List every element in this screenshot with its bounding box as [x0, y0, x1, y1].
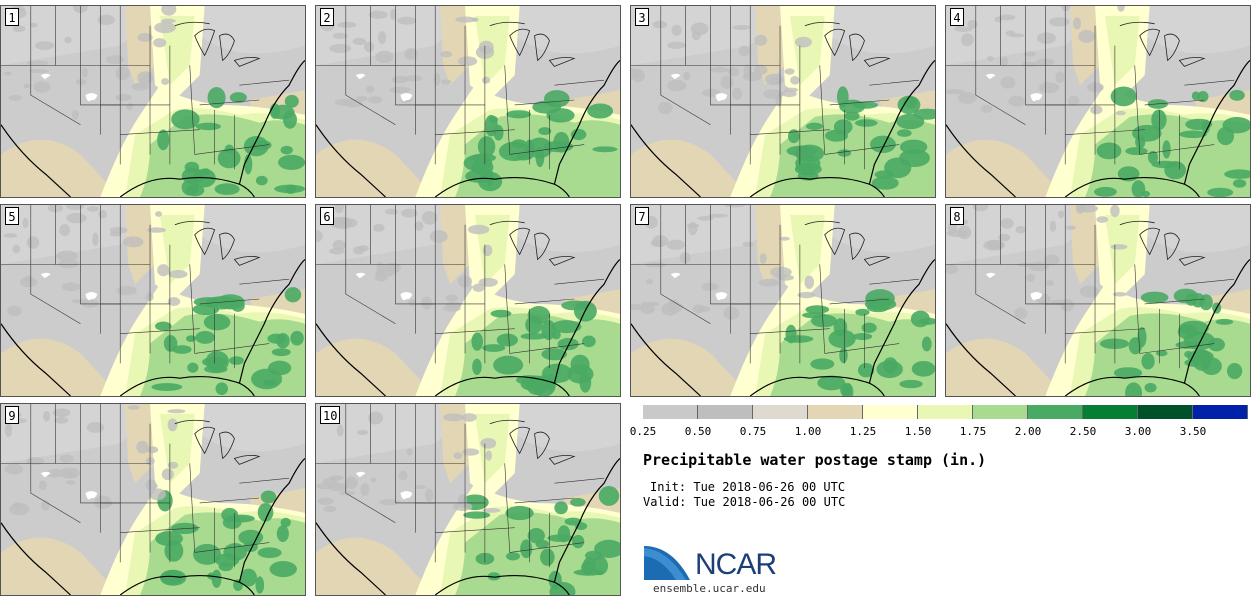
- ncar-logo-text: NCAR: [695, 548, 777, 581]
- colorbar-segment: [1028, 405, 1083, 419]
- chart-title: Precipitable water postage stamp (in.): [643, 451, 987, 469]
- colorbar-segment: [753, 405, 808, 419]
- colorbar-segment: [863, 405, 918, 419]
- stamp-panel: 1: [0, 5, 306, 198]
- colorbar-segment: [918, 405, 973, 419]
- stamp-panel: 4: [945, 5, 1251, 198]
- member-number: 2: [320, 8, 334, 26]
- colorbar-tick-label: 0.75: [739, 425, 767, 438]
- colorbar: [643, 405, 1248, 419]
- colorbar-tick-label: 1.25: [849, 425, 877, 438]
- ncar-logo-icon: [644, 541, 694, 580]
- colorbar-tick-label: 1.75: [959, 425, 987, 438]
- member-number: 10: [320, 406, 341, 424]
- init-time: Init: Tue 2018-06-26 00 UTC: [650, 480, 846, 494]
- member-number: 5: [5, 207, 19, 225]
- member-number: 4: [950, 8, 964, 26]
- colorbar-segment: [1193, 405, 1248, 419]
- colorbar-segment: [698, 405, 753, 419]
- colorbar-tick-label: 1.50: [904, 425, 932, 438]
- colorbar-tick-label: 3.00: [1124, 425, 1152, 438]
- stamp-panel: 2: [315, 5, 621, 198]
- site-url: ensemble.ucar.edu: [653, 582, 766, 595]
- colorbar-tick-label: 3.50: [1179, 425, 1207, 438]
- member-number: 1: [5, 8, 19, 26]
- member-number: 7: [635, 207, 649, 225]
- member-number: 9: [5, 406, 19, 424]
- member-number: 3: [635, 8, 649, 26]
- colorbar-segment: [973, 405, 1028, 419]
- colorbar-segment: [1083, 405, 1138, 419]
- stamp-panel: 5: [0, 204, 306, 397]
- stamp-panel: 10: [315, 403, 621, 596]
- colorbar-tick-label: 2.50: [1069, 425, 1097, 438]
- stamp-panel: 8: [945, 204, 1251, 397]
- colorbar-segment: [643, 405, 698, 419]
- member-number: 8: [950, 207, 964, 225]
- member-number: 6: [320, 207, 334, 225]
- stamp-panel: 3: [630, 5, 936, 198]
- colorbar-segment: [808, 405, 863, 419]
- stamp-panel: 9: [0, 403, 306, 596]
- valid-time: Valid: Tue 2018-06-26 00 UTC: [643, 495, 846, 509]
- stamp-panel: 6: [315, 204, 621, 397]
- stamp-panel: 7: [630, 204, 936, 397]
- colorbar-segment: [1138, 405, 1193, 419]
- colorbar-tick-label: 2.00: [1014, 425, 1042, 438]
- colorbar-tick-label: 0.50: [684, 425, 712, 438]
- colorbar-tick-label: 0.25: [629, 425, 657, 438]
- colorbar-tick-label: 1.00: [794, 425, 822, 438]
